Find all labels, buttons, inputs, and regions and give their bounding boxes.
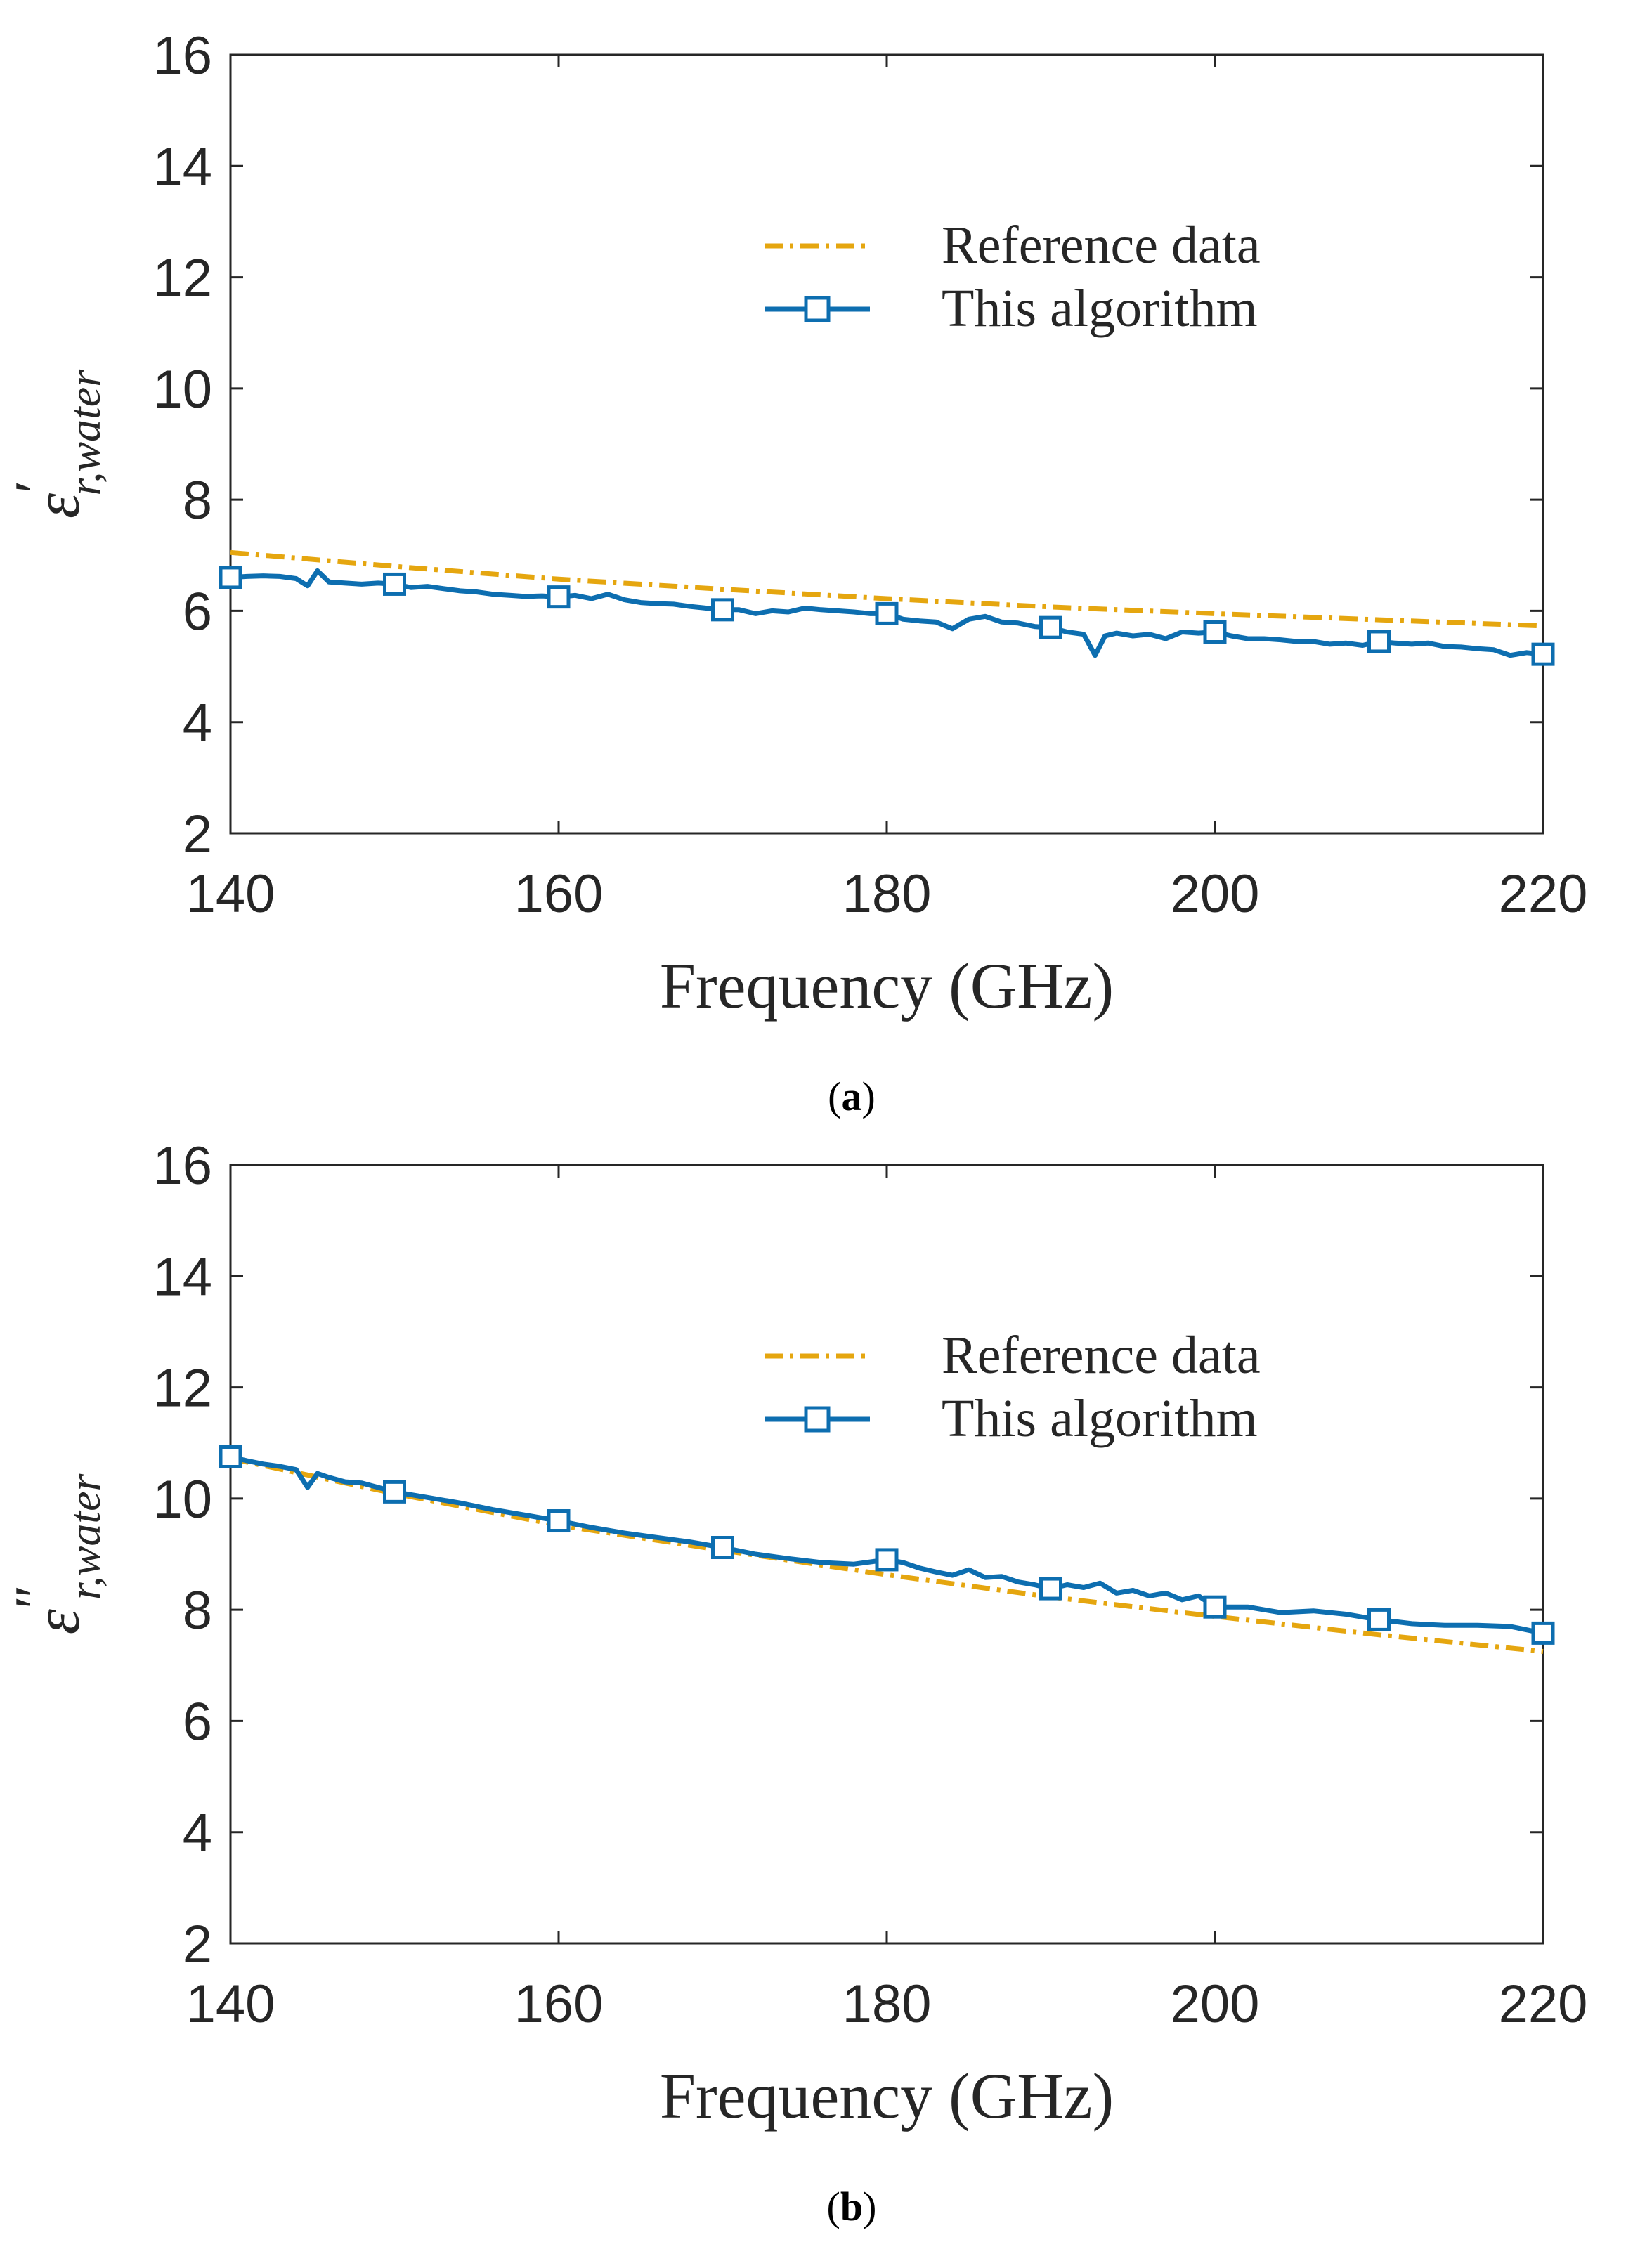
algorithm-marker — [1531, 1621, 1555, 1645]
y-axis-label-b: ε″r,water — [3, 1473, 110, 1634]
algorithm-line — [230, 1454, 1544, 1636]
x-tick-label: 180 — [842, 864, 932, 924]
algorithm-marker — [383, 1480, 406, 1504]
x-tick-labels-b: 140 160 180 200 220 — [186, 1974, 1588, 2034]
y-tick-label: 6 — [183, 1692, 212, 1752]
algorithm-marker — [547, 585, 571, 609]
series-group-b — [219, 1445, 1555, 1654]
algorithm-marker — [1367, 1608, 1391, 1631]
svg-text:ε′r,water: ε′r,water — [3, 369, 110, 519]
legend-label-algorithm-b: This algorithm — [942, 1389, 1258, 1448]
svg-text:ε″r,water: ε″r,water — [3, 1473, 110, 1634]
y-tick-label: 10 — [152, 360, 212, 419]
plot-area-a — [229, 53, 1544, 835]
y-axis-label-a: ε′r,water — [3, 369, 110, 519]
legend-label-reference-b: Reference data — [942, 1326, 1261, 1385]
y-tick-label: 16 — [152, 26, 212, 86]
y-axis-label-base-b: ε — [21, 1608, 93, 1634]
y-tick-label: 12 — [152, 1359, 212, 1419]
y-axis-label-base-a: ε — [21, 493, 93, 519]
x-axis-label-a: Frequency (GHz) — [660, 950, 1114, 1022]
y-tick-label: 16 — [152, 1136, 212, 1196]
y-tick-label: 8 — [183, 471, 212, 530]
reference-data-line — [230, 549, 1544, 629]
y-tick-label: 10 — [152, 1470, 212, 1530]
tick-marks-a — [229, 53, 1544, 835]
y-axis-label-sub-a: r,water — [60, 369, 110, 496]
y-tick-label: 8 — [183, 1581, 212, 1641]
y-axis-label-sub-b: r,water — [60, 1473, 110, 1600]
algorithm-marker — [875, 601, 899, 625]
y-tick-label: 4 — [183, 693, 212, 753]
x-tick-label: 160 — [514, 1974, 604, 2034]
caption-a: (a) — [828, 1074, 876, 1119]
y-tick-label: 2 — [183, 804, 212, 864]
algorithm-marker — [1203, 1595, 1227, 1619]
x-tick-label: 140 — [186, 864, 275, 924]
reference-data-line — [230, 1456, 1544, 1654]
series-group-a — [219, 549, 1555, 666]
legend-b: Reference data This algorithm — [765, 1326, 1261, 1448]
chart-panel-a: 2 4 6 8 10 12 14 16 140 160 180 200 220 Frequency (… — [3, 26, 1587, 1119]
algorithm-marker — [1531, 642, 1555, 666]
y-tick-label: 2 — [183, 1915, 212, 1974]
x-axis-label-b: Frequency (GHz) — [660, 2060, 1114, 2132]
algorithm-marker — [1039, 615, 1062, 639]
x-tick-label: 220 — [1499, 1974, 1588, 2034]
y-axis-label-prime-b: ″ — [3, 1584, 68, 1609]
algorithm-marker — [711, 598, 734, 622]
y-tick-label: 12 — [152, 249, 212, 308]
legend-a: Reference data This algorithm — [765, 216, 1261, 338]
algorithm-marker — [547, 1509, 571, 1533]
algorithm-marker — [219, 1445, 242, 1468]
algorithm-marker — [1203, 620, 1227, 644]
y-tick-labels-b: 2 4 6 8 10 12 14 16 — [152, 1136, 212, 1974]
algorithm-marker — [875, 1548, 899, 1572]
algorithm-marker — [383, 572, 406, 596]
chart-panel-b: 2 4 6 8 10 12 14 16 140 160 180 200 220 Frequency (… — [3, 1136, 1587, 2229]
x-tick-labels-a: 140 160 180 200 220 — [186, 864, 1588, 924]
algorithm-marker — [711, 1536, 734, 1560]
x-tick-label: 160 — [514, 864, 604, 924]
caption-b: (b) — [827, 2184, 877, 2229]
x-tick-label: 220 — [1499, 864, 1588, 924]
y-axis-label-prime-a: ′ — [3, 480, 68, 493]
x-tick-label: 200 — [1171, 864, 1260, 924]
y-tick-label: 6 — [183, 582, 212, 641]
y-tick-label: 14 — [152, 137, 212, 197]
legend-marker-algorithm-a — [804, 296, 831, 322]
legend-label-algorithm-a: This algorithm — [942, 279, 1258, 338]
y-tick-labels-a: 2 4 6 8 10 12 14 16 — [152, 26, 212, 864]
algorithm-marker — [219, 566, 242, 589]
x-tick-label: 200 — [1171, 1974, 1260, 2034]
x-tick-label: 140 — [186, 1974, 275, 2034]
y-tick-label: 4 — [183, 1804, 212, 1863]
algorithm-marker — [1039, 1577, 1062, 1601]
y-tick-label: 14 — [152, 1247, 212, 1307]
legend-marker-algorithm-b — [804, 1406, 831, 1433]
legend-label-reference-a: Reference data — [942, 216, 1261, 275]
tick-marks-b — [229, 1164, 1544, 1945]
algorithm-marker — [1367, 630, 1391, 653]
x-tick-label: 180 — [842, 1974, 932, 2034]
